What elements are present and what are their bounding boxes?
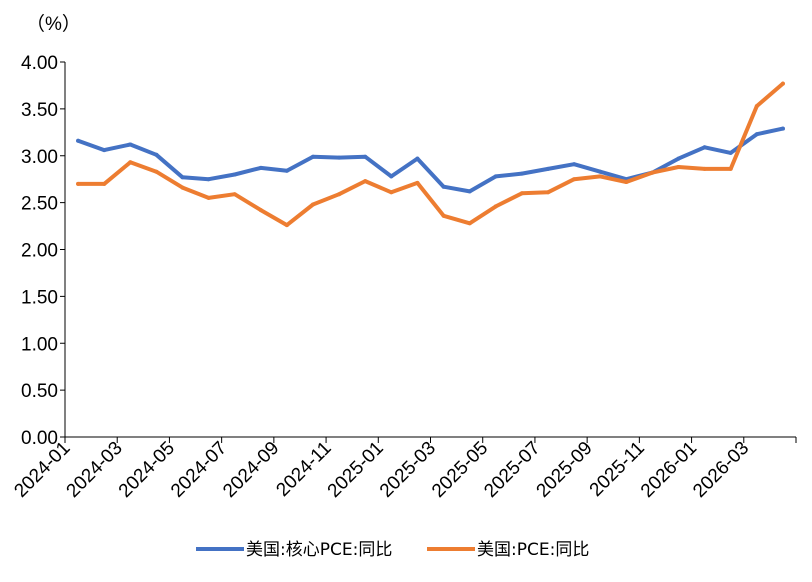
- data-point: [337, 155, 342, 160]
- data-point: [102, 181, 107, 186]
- data-point: [363, 179, 368, 184]
- data-point: [702, 166, 707, 171]
- y-tick-label: 4.00: [21, 53, 58, 74]
- x-tick-label: 2025-03: [376, 438, 440, 502]
- data-point: [128, 160, 133, 165]
- data-point: [102, 148, 107, 153]
- x-tick-label: 2024-03: [63, 438, 127, 502]
- y-unit-label: （%）: [26, 13, 81, 35]
- x-tick-label: 2026-01: [637, 438, 701, 502]
- series-line-core-pce: [76, 126, 785, 194]
- x-tick-label: 2025-11: [586, 438, 649, 501]
- data-point: [284, 223, 289, 228]
- data-point: [519, 191, 524, 196]
- data-point: [311, 202, 315, 207]
- data-point: [337, 192, 342, 197]
- data-point: [546, 166, 550, 171]
- x-tick-label: 2024-07: [167, 438, 231, 502]
- data-point: [363, 154, 368, 159]
- data-point: [754, 104, 759, 109]
- data-point: [702, 145, 707, 150]
- data-point: [546, 190, 550, 195]
- data-point: [206, 177, 211, 182]
- data-point: [389, 174, 394, 179]
- data-point: [128, 142, 133, 147]
- y-axis: 0.00 0.50 1.00 1.50 2.00 2.50 3.00 3.50 4.00: [21, 53, 66, 449]
- data-point: [676, 165, 681, 169]
- x-tick-label: 2025-01: [324, 438, 388, 502]
- data-point: [206, 195, 211, 200]
- data-point: [415, 180, 420, 185]
- data-point: [598, 174, 603, 179]
- x-tick-label: 2025-07: [480, 438, 544, 502]
- data-point: [467, 221, 472, 226]
- x-tick-label: 2024-09: [219, 438, 283, 502]
- series-layer: [76, 81, 785, 228]
- x-axis: 2024-012024-032024-052024-072024-092024-…: [10, 436, 797, 502]
- data-point: [493, 174, 498, 179]
- data-point: [624, 180, 629, 184]
- y-tick-label: 0.50: [21, 381, 58, 402]
- data-point: [180, 175, 185, 180]
- data-point: [232, 172, 237, 177]
- data-point: [676, 156, 681, 161]
- data-point: [467, 189, 472, 194]
- data-point: [154, 169, 159, 174]
- legend-label-pce: 美国:PCE:同比: [477, 540, 589, 560]
- data-point: [441, 213, 446, 218]
- data-point: [572, 177, 577, 182]
- y-tick-label: 3.50: [21, 100, 58, 121]
- data-point: [493, 204, 498, 209]
- data-point: [441, 184, 446, 189]
- data-point: [76, 138, 81, 143]
- y-tick-label: 3.00: [21, 147, 58, 168]
- data-point: [572, 162, 577, 167]
- data-point: [258, 208, 263, 213]
- data-point: [780, 126, 785, 131]
- data-point: [232, 192, 237, 197]
- data-point: [284, 168, 289, 173]
- data-point: [598, 169, 603, 174]
- data-point: [311, 154, 315, 159]
- data-point: [728, 150, 733, 155]
- y-tick-label: 1.50: [21, 287, 58, 308]
- y-tick-label: 2.50: [21, 194, 58, 215]
- y-tick-label: 2.00: [21, 241, 58, 262]
- x-tick-label: 2026-03: [689, 438, 753, 502]
- legend: 美国:核心PCE:同比 美国:PCE:同比: [196, 540, 589, 560]
- data-point: [780, 81, 785, 86]
- data-point: [76, 181, 81, 186]
- x-tick-label: 2024-05: [115, 438, 179, 502]
- data-point: [519, 171, 524, 176]
- data-point: [258, 165, 263, 170]
- x-tick-label: 2024-11: [272, 438, 335, 501]
- y-tick-label: 0.00: [21, 428, 58, 449]
- y-tick-label: 1.00: [21, 334, 58, 355]
- series-line-pce: [76, 81, 785, 228]
- x-tick-label: 2025-05: [428, 438, 492, 502]
- legend-label-core-pce: 美国:核心PCE:同比: [246, 540, 392, 560]
- data-point: [389, 190, 394, 195]
- data-point: [754, 132, 759, 137]
- x-tick-label: 2025-09: [533, 438, 597, 502]
- data-point: [154, 152, 159, 157]
- data-point: [728, 166, 733, 171]
- data-point: [180, 185, 185, 190]
- data-point: [650, 170, 655, 175]
- data-point: [415, 156, 420, 161]
